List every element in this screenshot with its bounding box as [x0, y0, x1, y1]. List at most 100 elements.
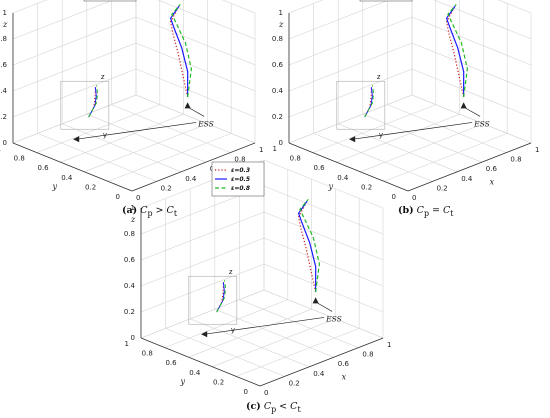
x-axis-b	[407, 142, 532, 192]
x-tick-a: 0.4	[185, 175, 197, 183]
legend-entry-c-2: ε=0.8	[231, 185, 250, 192]
y-axis-label-c: y	[180, 377, 186, 386]
y-tick-c: 0.6	[165, 359, 177, 367]
caption-b-condition: Cp = Ct	[416, 205, 454, 218]
legend-frame-b	[359, 0, 413, 2]
axes-a	[12, 13, 256, 192]
y-tick-c: 0.2	[213, 378, 224, 386]
series-line-b-0	[445, 7, 465, 98]
x-axis-label-c: x	[342, 373, 347, 382]
inset-series-line-b-2	[364, 85, 375, 118]
y-tick-a: 0.8	[14, 155, 25, 163]
y-tick-c: 0.4	[189, 369, 201, 377]
x-tick-c: 0.2	[289, 379, 300, 387]
grid-a	[12, 0, 256, 192]
y-axis-b	[288, 142, 409, 192]
x-tick-c: 0.6	[338, 360, 350, 368]
z-tick-b: 0.4	[272, 87, 284, 95]
ess-arrow-up-c	[315, 301, 333, 312]
y-tick-b: 0.8	[290, 155, 301, 163]
y-tick-a: 0.6	[37, 164, 49, 172]
ess-arrowhead-up-c	[312, 297, 319, 304]
y-tick-a: 0	[116, 193, 120, 201]
z-tick-a: 0.4	[0, 87, 8, 95]
ess-arrow-left-c	[204, 317, 325, 335]
ess-arrows-c	[201, 297, 333, 338]
inset-frame-c	[188, 275, 238, 325]
inset-box-a	[60, 80, 110, 130]
inset-series-line-a-2	[88, 85, 99, 118]
legend-b: ε=0.3ε=0.5ε=0.8	[359, 0, 413, 2]
z-tick-b: 1	[279, 9, 283, 17]
z-tick-a: 1	[3, 9, 7, 17]
y-tick-b: 0.2	[361, 183, 372, 191]
ess-arrow-left-b	[352, 122, 473, 140]
legend-entry-c-1: ε=0.5	[231, 176, 250, 183]
ess-arrowhead-up-a	[184, 102, 191, 109]
ess-arrow-left-a	[76, 122, 197, 140]
legend-c: ε=0.3 ε=0.5 ε=0.8	[211, 161, 265, 197]
inset-box-c	[188, 275, 238, 325]
series-line-a-1	[169, 5, 189, 98]
x-tick-b: 0.8	[510, 156, 521, 164]
y-axis-c	[140, 337, 261, 387]
series-line-c-1	[297, 200, 317, 293]
z-axis-label-b: z	[278, 20, 284, 29]
x-tick-a: 0.8	[234, 156, 245, 164]
caption-c-label: (c)	[246, 401, 261, 412]
chart-panel-a: 00.20.40.60.8100.20.40.60.8100.20.40.60.…	[0, 0, 263, 202]
series-line-c-2	[299, 199, 321, 293]
inset-frame-b	[336, 80, 386, 130]
caption-b: (b) Cp = Ct	[398, 205, 453, 218]
z-tick-b: 0	[279, 139, 283, 147]
caption-b-label: (b)	[398, 205, 414, 216]
x-axis-a	[131, 142, 256, 192]
z-tick-a: 0.6	[0, 61, 8, 69]
ess-arrowhead-left-b	[349, 136, 356, 143]
inset-box-b	[336, 80, 386, 130]
caption-a-condition: Cp > Ct	[140, 205, 177, 218]
x-tick-a: 0	[136, 194, 140, 202]
z-tick-a: 0	[3, 139, 7, 147]
z-tick-b: 0.6	[272, 61, 284, 69]
z-axis-label-a: z	[2, 20, 8, 29]
series-line-b-1	[445, 5, 465, 98]
inset-series-line-b-0	[364, 88, 372, 118]
y-axis-label-a: y	[52, 182, 58, 191]
y-tick-b: 1	[273, 145, 277, 153]
y-tick-c: 0.8	[142, 350, 153, 358]
x-tick-c: 1	[387, 341, 391, 349]
z-tick-c: 0	[131, 334, 135, 342]
y-tick-a: 0.2	[85, 183, 96, 191]
legend-entry-c-0: ε=0.3	[231, 167, 250, 174]
z-tick-a: 0.8	[0, 35, 7, 43]
chart-panel-b: 00.20.40.60.8100.20.40.60.8100.20.40.60.…	[272, 0, 539, 202]
inset-series-line-a-0	[88, 88, 96, 118]
ess-arrowhead-left-a	[73, 136, 80, 143]
grid-b	[288, 0, 532, 192]
z-tick-c: 0.2	[124, 308, 135, 316]
caption-a: (a) Cp > Ct	[122, 205, 177, 218]
inset-series-line-c-2	[216, 280, 227, 313]
legend-a: ε=0.3ε=0.5ε=0.8	[83, 0, 137, 2]
ess-arrow-up-b	[463, 106, 481, 117]
y-tick-b: 0	[392, 193, 396, 201]
x-axis-label-b: x	[490, 178, 495, 187]
z-tick-c: 0.6	[124, 256, 136, 264]
chart-panel-c: 00.20.40.60.8100.20.40.60.8100.20.40.60.…	[124, 159, 391, 397]
series-line-b-2	[447, 4, 469, 98]
ess-label-b: ESS	[473, 119, 490, 128]
ess-arrowhead-up-b	[460, 102, 467, 109]
x-tick-b: 0.2	[437, 184, 448, 192]
z-tick-c: 0.8	[124, 230, 135, 238]
x-tick-a: 1	[259, 146, 263, 154]
x-tick-b: 1	[535, 146, 539, 154]
series-line-a-0	[169, 7, 189, 98]
caption-c-condition: Cp < Ct	[263, 401, 301, 414]
x-tick-b: 0	[412, 194, 416, 202]
z-tick-b: 0.2	[272, 113, 283, 121]
ess-arrows-a	[73, 102, 205, 143]
series-line-a-2	[171, 4, 193, 98]
inset-series-line-c-0	[216, 283, 224, 313]
